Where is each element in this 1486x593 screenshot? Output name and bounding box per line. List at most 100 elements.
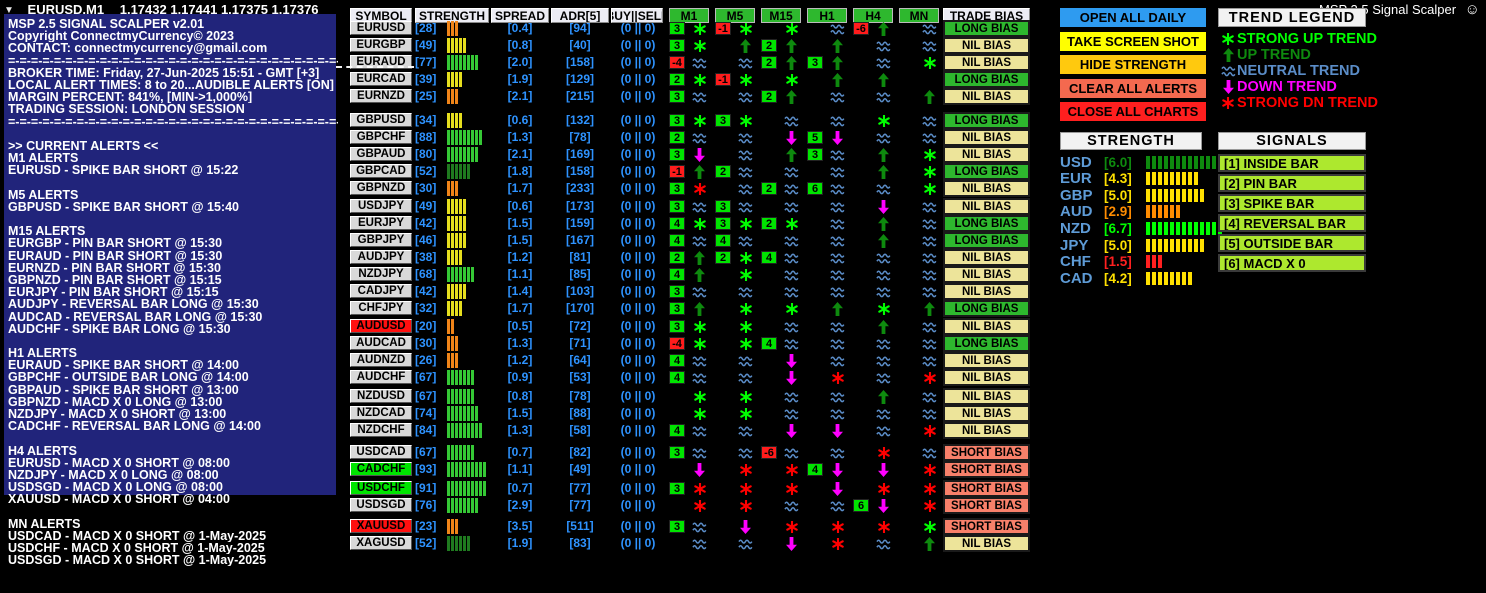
signal-count-badge: 5 (807, 131, 823, 144)
symbol-cell[interactable]: EURNZD (350, 89, 412, 103)
strong-down-star-icon (872, 520, 895, 533)
symbol-cell[interactable]: EURUSD (350, 21, 412, 35)
tf-cell-m1: 3 (669, 37, 713, 54)
currency-code: USD (1060, 153, 1092, 171)
symbol-cell[interactable]: EURJPY (350, 216, 412, 230)
signal-type-item-4[interactable]: [4] REVERSAL BAR (1218, 214, 1366, 232)
currency-strength-row-eur: EUR [4.3] (1060, 170, 1198, 187)
symbol-cell[interactable]: XAUUSD (350, 519, 412, 533)
symbol-cell[interactable]: GBPCHF (350, 130, 412, 144)
symbol-cell[interactable]: XAGUSD (350, 536, 412, 550)
symbol-cell[interactable]: GBPNZD (350, 181, 412, 195)
symbol-cell[interactable]: USDSGD (350, 498, 412, 512)
symbol-cell[interactable]: CHFJPY (350, 301, 412, 315)
tf-cell-mn (899, 180, 943, 197)
tf-cell-m1: 2 (669, 71, 713, 88)
symbol-cell[interactable]: NZDCHF (350, 423, 412, 437)
tf-cell-mn (899, 163, 943, 180)
strong-down-star-icon (734, 499, 757, 512)
comment-line: XAUUSD - MACD X 0 SHORT @ 04:00 (8, 493, 230, 506)
tf-cell-m1: 3 (669, 518, 713, 535)
symbol-cell[interactable]: NZDJPY (350, 267, 412, 281)
symbol-cell[interactable]: NZDCAD (350, 406, 412, 420)
symbol-cell[interactable]: EURCAD (350, 72, 412, 86)
down-arrow-icon (872, 498, 895, 513)
strong-up-star-icon (918, 182, 941, 195)
symbol-cell[interactable]: GBPAUD (350, 147, 412, 161)
comment-line: EURAUD - SPIKE BAR SHORT @ 14:00 (8, 359, 239, 372)
spread-value: [1.1] (507, 462, 533, 476)
currency-strength-value: [1.5] (1104, 254, 1132, 270)
symbol-cell[interactable]: AUDCHF (350, 370, 412, 384)
neutral-waves-icon (688, 132, 711, 144)
legend-item-strong-dn-trend: STRONG DN TREND (1220, 95, 1378, 111)
symbol-cell[interactable]: GBPUSD (350, 113, 412, 127)
symbol-cell[interactable]: CADJPY (350, 284, 412, 298)
tf-cell-m5: -1 (715, 71, 759, 88)
tf-cell-h1 (807, 88, 851, 105)
signal-count-badge: 6 (853, 499, 869, 512)
symbol-cell[interactable]: NZDUSD (350, 389, 412, 403)
symbol-cell[interactable]: USDCAD (350, 445, 412, 459)
symbol-cell[interactable]: CADCHF (350, 462, 412, 476)
symbol-cell[interactable]: USDJPY (350, 199, 412, 213)
strong-up-star-icon (688, 390, 711, 403)
strength-bars (447, 481, 491, 496)
tf-cell-mn (899, 71, 943, 88)
comment-line: BROKER TIME: Friday, 27-Jun-2025 15:51 -… (8, 66, 320, 79)
trade-bias-cell: LONG BIAS (943, 335, 1030, 352)
strength-value: [23] (415, 519, 437, 533)
tf-cell-mn (899, 535, 943, 552)
adr-value: [94] (569, 21, 591, 35)
signal-type-item-3[interactable]: [3] SPIKE BAR (1218, 194, 1366, 212)
adr-value: [169] (565, 147, 594, 161)
tf-cell-h4 (853, 266, 897, 283)
signal-type-item-5[interactable]: [5] OUTSIDE BAR (1218, 234, 1366, 252)
table-row-eurcad: EURCAD [39] [1.9] [129] (0 || 0) 2 -1 LONG BIAS (350, 71, 1032, 88)
symbol-cell[interactable]: AUDNZD (350, 353, 412, 367)
symbol-cell[interactable]: GBPJPY (350, 233, 412, 247)
down-arrow-icon (826, 481, 849, 496)
buy-sell-count: (0 || 0) (620, 319, 656, 333)
adr-value: [78] (569, 130, 591, 144)
clear-all-alerts-button[interactable]: CLEAR ALL ALERTS (1060, 79, 1206, 98)
currency-strength-value: [5.0] (1104, 237, 1132, 253)
spread-value: [1.4] (507, 284, 533, 298)
legend-item-up-trend: UP TREND (1220, 47, 1311, 63)
signal-type-item-6[interactable]: [6] MACD X 0 (1218, 254, 1366, 272)
tf-cell-m5 (715, 180, 759, 197)
strength-value: [76] (415, 498, 437, 512)
signal-type-item-1[interactable]: [1] INSIDE BAR (1218, 154, 1366, 172)
strong-up-star-icon (734, 337, 757, 350)
hide-strength-button[interactable]: HIDE STRENGTH (1060, 55, 1206, 74)
strength-bars (447, 38, 491, 53)
tf-cell-mn (899, 480, 943, 497)
strength-bars (447, 462, 491, 477)
chevron-down-icon[interactable]: ▼ (4, 5, 14, 16)
neutral-waves-icon (688, 91, 711, 103)
signal-count-badge: -4 (669, 56, 685, 69)
symbol-cell[interactable]: AUDJPY (350, 250, 412, 264)
up-arrow-icon (1220, 48, 1236, 62)
close-all-charts-button[interactable]: CLOSE ALL CHARTS (1060, 102, 1206, 121)
symbol-cell[interactable]: AUDCAD (350, 336, 412, 350)
tf-cell-h1: 3 (807, 54, 851, 71)
signal-count-badge: 4 (807, 463, 823, 476)
symbol-cell[interactable]: GBPCAD (350, 164, 412, 178)
symbol-cell[interactable]: EURGBP (350, 38, 412, 52)
tf-cell-h4 (853, 71, 897, 88)
up-arrow-icon (780, 55, 803, 70)
neutral-waves-icon (826, 500, 849, 512)
spread-value: [0.5] (507, 319, 533, 333)
tf-cell-h1 (807, 480, 851, 497)
take-screen-shot-button[interactable]: TAKE SCREEN SHOT (1060, 32, 1206, 51)
tf-cell-m5 (715, 461, 759, 478)
signal-count-badge: 3 (669, 182, 685, 195)
buy-sell-count: (0 || 0) (620, 284, 656, 298)
signal-type-item-2[interactable]: [2] PIN BAR (1218, 174, 1366, 192)
neutral-waves-icon (734, 132, 757, 144)
symbol-cell[interactable]: AUDUSD (350, 319, 412, 333)
open-all-daily-button[interactable]: OPEN ALL DAILY (1060, 8, 1206, 27)
symbol-cell[interactable]: EURAUD (350, 55, 412, 69)
symbol-cell[interactable]: USDCHF (350, 481, 412, 495)
